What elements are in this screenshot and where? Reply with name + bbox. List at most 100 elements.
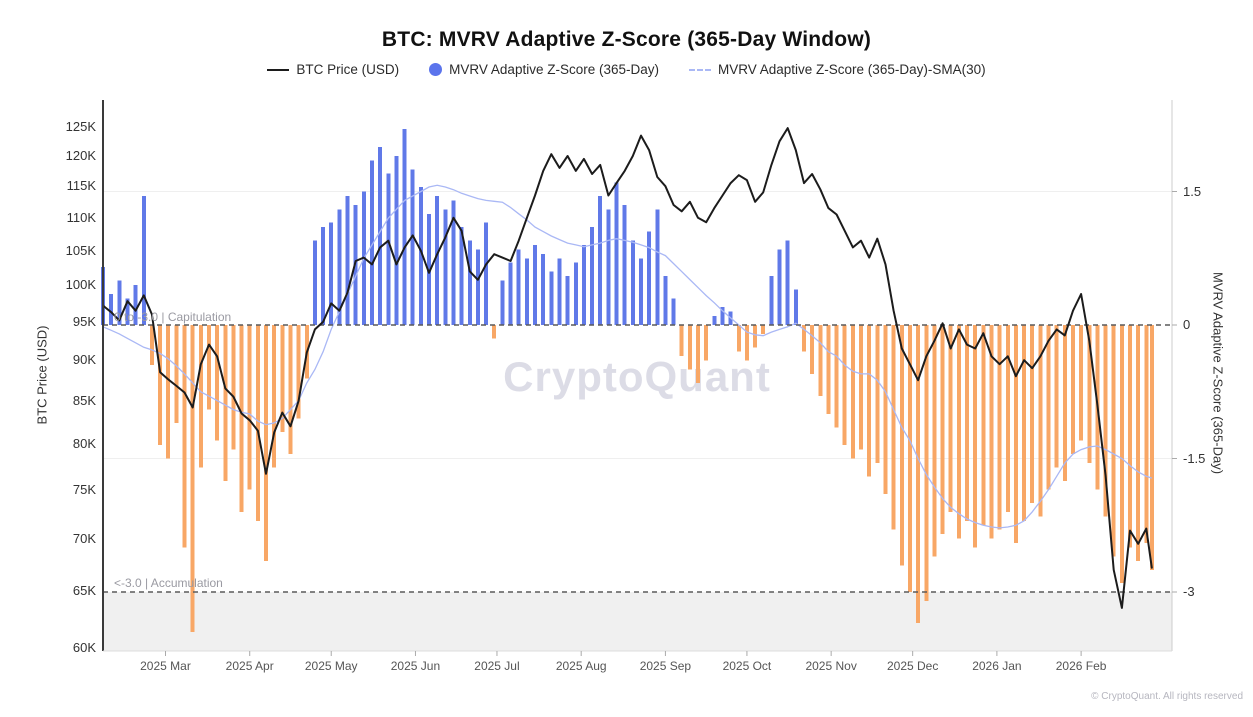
- z-score-bar: [932, 325, 937, 557]
- z-score-bar: [141, 195, 146, 325]
- z-score-bar: [907, 325, 912, 592]
- z-score-bar: [989, 325, 994, 539]
- z-score-bar: [753, 325, 758, 348]
- z-score-bar: [386, 173, 391, 325]
- z-score-bar: [190, 325, 195, 633]
- z-score-bar: [492, 325, 497, 339]
- z-score-bar: [720, 307, 725, 325]
- z-score-bar: [875, 325, 880, 463]
- z-score-bar: [206, 325, 211, 410]
- z-score-bar: [818, 325, 823, 397]
- z-score-bar: [598, 195, 603, 325]
- z-score-bar: [402, 129, 407, 325]
- z-score-bar: [810, 325, 815, 374]
- z-score-bar: [973, 325, 978, 548]
- z-score-bar: [638, 258, 643, 325]
- z-score-bar: [704, 325, 709, 361]
- legend-label: MVRV Adaptive Z-Score (365-Day): [449, 62, 659, 77]
- z-score-bar: [272, 325, 277, 468]
- z-score-bar: [149, 325, 154, 366]
- z-score-bar: [573, 262, 578, 325]
- sma-line[interactable]: [102, 184, 1153, 529]
- legend-item-zscore[interactable]: MVRV Adaptive Z-Score (365-Day): [429, 62, 659, 77]
- z-score-bar: [247, 325, 252, 490]
- z-score-bar: [1054, 325, 1059, 468]
- z-score-bar: [696, 325, 701, 383]
- z-score-bar: [158, 325, 163, 446]
- z-score-bar: [590, 227, 595, 325]
- z-score-bar: [997, 325, 1002, 530]
- z-score-bar: [508, 262, 513, 325]
- z-score-bar: [378, 147, 383, 325]
- z-score-bar: [1013, 325, 1018, 544]
- z-score-bar: [1128, 325, 1133, 548]
- z-score-bar: [679, 325, 684, 357]
- z-score-bar: [264, 325, 269, 561]
- z-score-bar: [1005, 325, 1010, 512]
- z-score-bar: [1111, 325, 1116, 557]
- z-score-bar: [899, 325, 904, 566]
- z-score-bar: [394, 155, 399, 325]
- z-score-bars[interactable]: [101, 129, 1154, 633]
- z-score-bar: [541, 253, 546, 325]
- z-score-bar: [793, 289, 798, 325]
- z-score-bar: [182, 325, 187, 548]
- z-score-bar: [1149, 325, 1154, 570]
- z-score-bar: [891, 325, 896, 530]
- z-score-bar: [418, 187, 423, 325]
- legend-item-btc-price[interactable]: BTC Price (USD): [267, 62, 399, 77]
- z-score-bar: [198, 325, 203, 468]
- z-score-bar: [981, 325, 986, 526]
- z-score-bar: [581, 244, 586, 325]
- z-score-bar: [500, 280, 505, 325]
- z-score-bar: [1119, 325, 1124, 584]
- z-score-bar: [1079, 325, 1084, 441]
- z-score-bar: [109, 293, 114, 325]
- z-score-bar: [451, 200, 456, 325]
- z-score-bar: [321, 227, 326, 325]
- btc-price-line[interactable]: [102, 127, 1153, 609]
- page-title: BTC: MVRV Adaptive Z-Score (365-Day Wind…: [381, 28, 872, 51]
- z-score-bar: [826, 325, 831, 414]
- z-score-bar: [606, 209, 611, 325]
- z-score-bar: [785, 240, 790, 325]
- z-score-bar: [255, 325, 260, 521]
- z-score-bar: [1046, 325, 1051, 490]
- z-score-bar: [1144, 325, 1149, 544]
- line-marker-icon: [267, 68, 290, 71]
- z-score-bar: [834, 325, 839, 428]
- copyright: © CryptoQuant. All rights reserved: [1091, 691, 1243, 702]
- z-score-bar: [557, 258, 562, 325]
- z-score-bar: [647, 231, 652, 325]
- z-score-bar: [280, 325, 285, 432]
- z-score-bar: [410, 169, 415, 325]
- z-score-bar: [736, 325, 741, 352]
- z-score-bar: [622, 204, 627, 325]
- z-score-bar: [223, 325, 228, 481]
- z-score-bar: [296, 325, 301, 419]
- z-score-bar: [467, 240, 472, 325]
- legend-label: MVRV Adaptive Z-Score (365-Day)-SMA(30): [718, 62, 986, 77]
- legend-label: BTC Price (USD): [296, 62, 400, 77]
- z-score-bar: [166, 325, 171, 459]
- z-score-bar: [125, 298, 130, 325]
- z-score-bar: [769, 276, 774, 325]
- z-score-bar: [427, 213, 432, 325]
- z-score-bar: [850, 325, 855, 459]
- thin-line-marker-icon: [689, 68, 711, 71]
- z-score-bar: [288, 325, 293, 455]
- legend-item-zscore-sma[interactable]: MVRV Adaptive Z-Score (365-Day)-SMA(30): [689, 62, 986, 77]
- z-score-bar: [174, 325, 179, 423]
- z-score-bar: [459, 227, 464, 325]
- z-score-bar: [533, 244, 538, 325]
- z-score-bar: [687, 325, 692, 370]
- z-score-bar: [671, 298, 676, 325]
- z-score-bar: [1136, 325, 1141, 561]
- z-score-bar: [516, 249, 521, 325]
- z-score-bar: [883, 325, 888, 495]
- z-score-bar: [443, 209, 448, 325]
- z-score-bar: [337, 209, 342, 325]
